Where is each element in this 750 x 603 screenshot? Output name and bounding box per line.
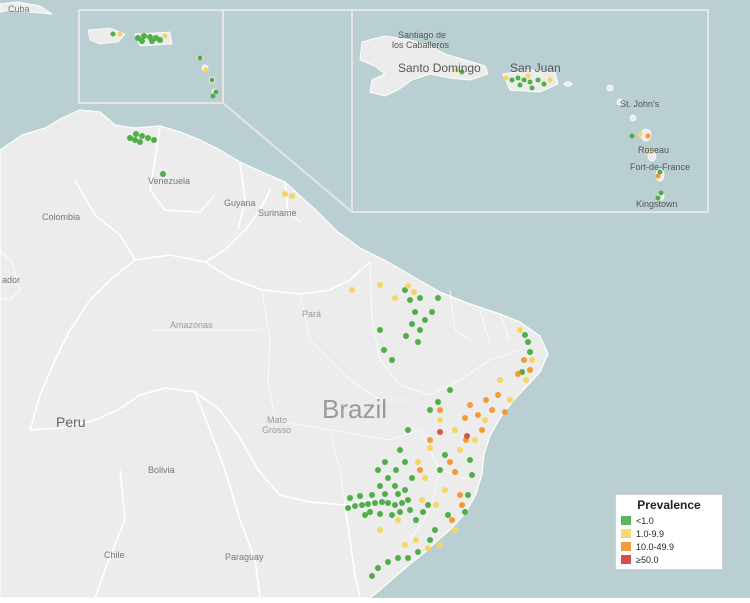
- points-mid: [117, 31, 653, 551]
- inset-locator-box: [78, 9, 224, 104]
- legend-item: 10.0-49.9: [621, 540, 722, 553]
- points-very-high: [437, 429, 470, 439]
- ecuador-land: [0, 249, 21, 301]
- legend-swatch-low: [621, 516, 631, 525]
- label-cuba: Cuba: [8, 4, 30, 14]
- points-high: [417, 133, 661, 523]
- legend-label: 10.0-49.9: [636, 541, 675, 552]
- legend-label: ≥50.0: [636, 554, 659, 565]
- legend-swatch-very-high: [621, 555, 631, 564]
- label-amazonas: Amazonas: [170, 320, 213, 330]
- legend-label: 1.0-9.9: [636, 528, 665, 539]
- state-borders: [150, 261, 521, 541]
- legend-item: ≥50.0: [621, 553, 722, 566]
- label-bolivia: Bolivia: [148, 465, 175, 475]
- label-santo-domingo: Santo Domingo: [398, 61, 481, 75]
- legend-item: 1.0-9.9: [621, 527, 722, 540]
- map-labels: Cuba ador Colombia Venezuela Guyana Suri…: [2, 4, 321, 562]
- label-ecuador: ador: [2, 275, 20, 285]
- label-santiago-1: Santiago de: [398, 30, 446, 40]
- legend-title: Prevalence: [637, 498, 701, 512]
- label-guyana: Guyana: [224, 198, 256, 208]
- label-chile: Chile: [104, 550, 125, 560]
- label-santiago-2: los Caballeros: [392, 40, 450, 50]
- label-brazil: Brazil: [322, 394, 387, 424]
- label-paraguay: Paraguay: [225, 552, 264, 562]
- label-mato: Mato: [267, 415, 287, 425]
- legend-label: <1.0: [636, 515, 654, 526]
- label-venezuela: Venezuela: [148, 176, 190, 186]
- label-suriname: Suriname: [258, 208, 297, 218]
- legend-swatch-mid: [621, 529, 631, 538]
- label-fort-de-france: Fort-de-France: [630, 162, 690, 172]
- points-low: [110, 31, 664, 579]
- label-kingstown: Kingstown: [636, 199, 678, 209]
- inset-labels: Santiago de los Caballeros St. John's Ro…: [392, 30, 690, 209]
- legend: Prevalence <1.0 1.0-9.9 10.0-49.9 ≥50.0: [615, 494, 723, 570]
- label-st-johns: St. John's: [620, 99, 660, 109]
- label-roseau: Roseau: [638, 145, 669, 155]
- label-colombia: Colombia: [42, 212, 80, 222]
- legend-item: <1.0: [621, 514, 722, 527]
- label-peru: Peru: [56, 414, 86, 430]
- inset-connector: [222, 102, 353, 213]
- legend-swatch-high: [621, 542, 631, 551]
- cuba-land: [0, 1, 53, 15]
- label-para: Pará: [302, 309, 321, 319]
- label-grosso: Grosso: [262, 425, 291, 435]
- inset-zoom: [351, 9, 709, 213]
- label-san-juan: San Juan: [510, 61, 561, 75]
